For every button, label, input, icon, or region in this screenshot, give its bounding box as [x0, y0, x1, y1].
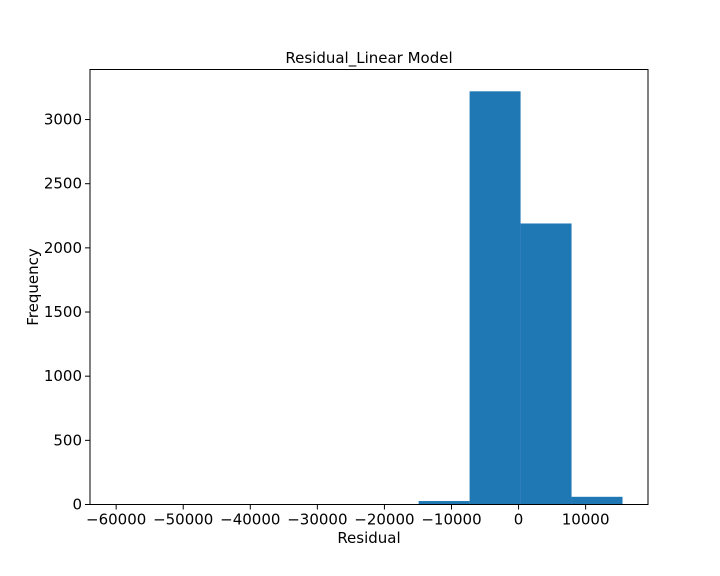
histogram-bar-8 [520, 223, 572, 505]
x-tick-label-5: −10000 [421, 511, 481, 529]
x-tick-label-4: −20000 [354, 511, 414, 529]
y-tick-label-2: 1000 [44, 367, 82, 385]
x-axis-label: Residual [337, 529, 400, 547]
x-tick-label-3: −30000 [287, 511, 347, 529]
bars-group [109, 91, 623, 505]
histogram-bar-7 [469, 91, 521, 505]
y-tick-label-4: 2000 [44, 239, 82, 257]
y-axis-label: Frequency [24, 248, 42, 326]
histogram-bar-6 [418, 501, 470, 505]
chart-title: Residual_Linear Model [285, 49, 452, 68]
y-ticks-group: 0 500 1000 1500 2000 2500 3000 [44, 111, 90, 514]
y-tick-label-6: 3000 [44, 111, 82, 129]
x-tick-label-7: 10000 [562, 511, 610, 529]
x-tick-label-0: −60000 [86, 511, 146, 529]
y-tick-label-5: 2500 [44, 175, 82, 193]
plot-frame [89, 69, 649, 505]
y-tick-label-1: 500 [53, 431, 82, 449]
y-tick-label-3: 1500 [44, 303, 82, 321]
x-tick-label-2: −40000 [220, 511, 280, 529]
x-tick-label-6: 0 [514, 511, 524, 529]
x-ticks-group: −60000 −50000 −40000 −30000 −20000 −10000 0 100… [86, 504, 610, 529]
histogram-bar-9 [571, 496, 623, 505]
x-tick-label-1: −50000 [153, 511, 213, 529]
y-tick-label-0: 0 [72, 496, 82, 514]
